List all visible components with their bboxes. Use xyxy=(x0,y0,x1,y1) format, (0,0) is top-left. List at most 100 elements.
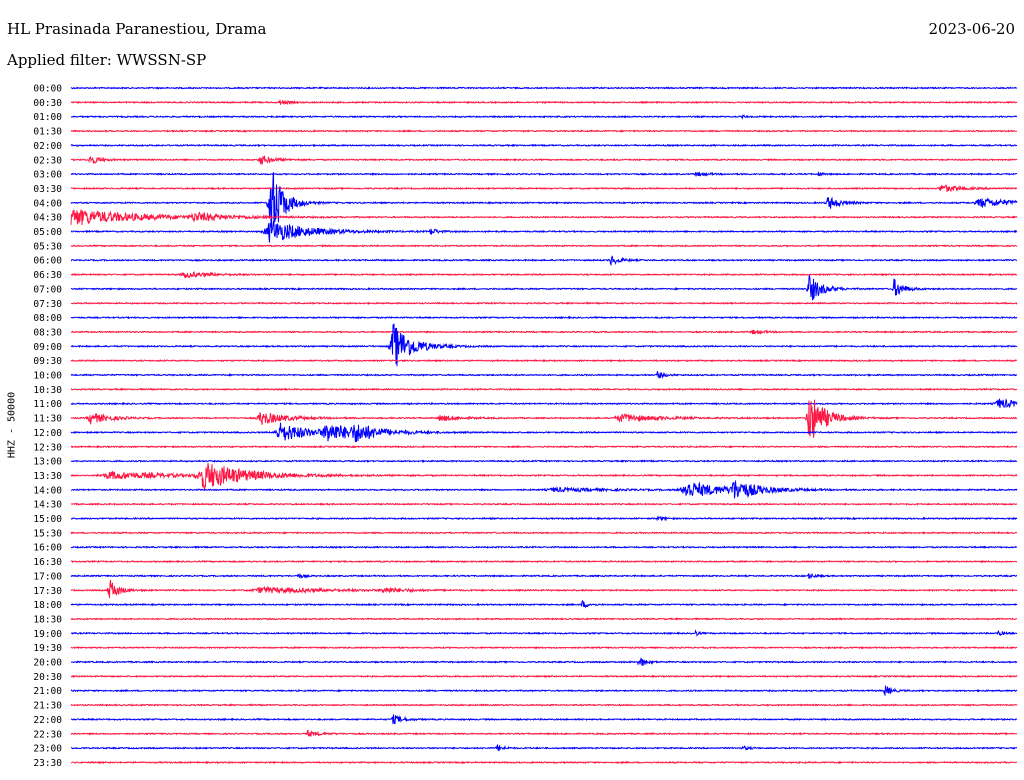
trace-line xyxy=(70,399,1018,438)
trace-line xyxy=(70,744,1018,752)
time-tick-label: 23:30 xyxy=(33,758,62,769)
trace-line xyxy=(70,600,1018,609)
trace-line xyxy=(70,398,1018,409)
time-tick-label: 11:00 xyxy=(33,399,62,410)
trace-line xyxy=(70,358,1018,363)
time-tick-label: 16:30 xyxy=(33,557,62,568)
trace-line xyxy=(70,315,1018,320)
trace-line xyxy=(70,114,1018,120)
time-tick-label: 02:00 xyxy=(33,141,62,152)
trace-line xyxy=(70,579,1018,599)
trace-line xyxy=(70,572,1018,580)
trace-group xyxy=(70,86,1018,765)
time-tick-label: 13:00 xyxy=(33,457,62,468)
time-tick-label: 10:30 xyxy=(33,385,62,396)
time-tick-label: 03:30 xyxy=(33,184,62,195)
time-tick-label: 03:00 xyxy=(33,170,62,181)
time-tick-label: 22:30 xyxy=(33,729,62,740)
time-tick-label: 20:00 xyxy=(33,658,62,669)
time-tick-label: 17:00 xyxy=(33,571,62,582)
time-tick-label: 22:00 xyxy=(33,715,62,726)
trace-line xyxy=(70,143,1018,148)
trace-line xyxy=(70,703,1018,707)
trace-line xyxy=(70,221,1018,243)
time-tick-label: 05:00 xyxy=(33,227,62,238)
trace-line xyxy=(70,99,1018,106)
time-tick-label: 15:00 xyxy=(33,514,62,525)
time-tick-label: 01:00 xyxy=(33,112,62,123)
time-tick-label: 01:30 xyxy=(33,127,62,138)
time-tick-label: 21:00 xyxy=(33,686,62,697)
time-tick-label: 21:30 xyxy=(33,701,62,712)
time-tick-label: 02:30 xyxy=(33,155,62,166)
trace-line xyxy=(70,462,1018,490)
trace-line xyxy=(70,387,1018,392)
trace-line xyxy=(70,171,1018,177)
trace-line xyxy=(70,617,1018,621)
time-tick-label: 19:00 xyxy=(33,629,62,640)
trace-line xyxy=(70,184,1017,193)
time-tick-label: 12:00 xyxy=(33,428,62,439)
time-tick-label: 06:30 xyxy=(33,270,62,281)
time-tick-label: 12:30 xyxy=(33,442,62,453)
trace-line xyxy=(70,502,1018,506)
trace-line xyxy=(70,559,1018,564)
time-tick-label: 07:30 xyxy=(33,299,62,310)
trace-line xyxy=(70,86,1017,90)
time-tick-label: 18:30 xyxy=(33,614,62,625)
time-tick-label: 09:00 xyxy=(33,342,62,353)
trace-line xyxy=(70,657,1018,666)
trace-line xyxy=(70,760,1018,765)
trace-line xyxy=(71,275,1018,301)
time-tick-label: 04:00 xyxy=(33,198,62,209)
time-tick-label: 06:00 xyxy=(33,256,62,267)
time-tick-label: 14:00 xyxy=(33,485,62,496)
trace-line xyxy=(70,271,1018,279)
trace-line xyxy=(70,714,1018,725)
time-tick-label: 11:30 xyxy=(33,414,62,425)
trace-line xyxy=(70,323,1018,367)
time-tick-label: 10:00 xyxy=(33,371,62,382)
trace-line xyxy=(70,729,1018,738)
time-tick-label: 17:30 xyxy=(33,586,62,597)
time-tick-label: 00:00 xyxy=(33,84,62,95)
trace-line xyxy=(70,629,1018,637)
trace-line xyxy=(70,531,1017,535)
time-tick-label: 15:30 xyxy=(33,528,62,539)
trace-line xyxy=(70,255,1018,267)
trace-line xyxy=(70,155,1018,166)
time-tick-label: 23:00 xyxy=(33,744,62,755)
time-tick-label: 04:30 xyxy=(33,213,62,224)
trace-line xyxy=(70,422,1018,443)
trace-line xyxy=(70,674,1018,679)
trace-line xyxy=(70,209,1018,226)
time-tick-label: 18:00 xyxy=(33,600,62,611)
time-tick-label: 09:30 xyxy=(33,356,62,367)
time-tick-label: 13:30 xyxy=(33,471,62,482)
time-tick-label: 05:30 xyxy=(33,241,62,252)
filter-label: Applied filter: WWSSN-SP xyxy=(7,51,207,69)
trace-line xyxy=(70,129,1018,133)
trace-line xyxy=(71,301,1018,306)
time-tick-label: 20:30 xyxy=(33,672,62,683)
trace-line xyxy=(70,685,1018,696)
time-tick-label: 07:00 xyxy=(33,284,62,295)
trace-line xyxy=(70,444,1018,449)
time-tick-label: 14:30 xyxy=(33,500,62,511)
time-tick-labels: 00:00 00:30 01:00 01:30 02:00 02:30 03:00 03:30… xyxy=(33,84,62,769)
time-tick-label: 16:00 xyxy=(33,543,62,554)
trace-line xyxy=(70,645,1018,650)
record-date: 2023-06-20 xyxy=(928,20,1015,38)
time-tick-label: 08:00 xyxy=(33,313,62,324)
trace-line xyxy=(70,515,1018,522)
trace-line xyxy=(70,244,1018,248)
station-title: HL Prasinada Paranestiou, Drama xyxy=(7,20,267,38)
trace-line xyxy=(70,371,1018,379)
time-tick-label: 00:30 xyxy=(33,98,62,109)
time-tick-label: 19:30 xyxy=(33,643,62,654)
trace-line xyxy=(70,172,1018,231)
trace-line xyxy=(71,329,1018,336)
time-tick-label: 08:30 xyxy=(33,327,62,338)
trace-line xyxy=(70,459,1018,463)
